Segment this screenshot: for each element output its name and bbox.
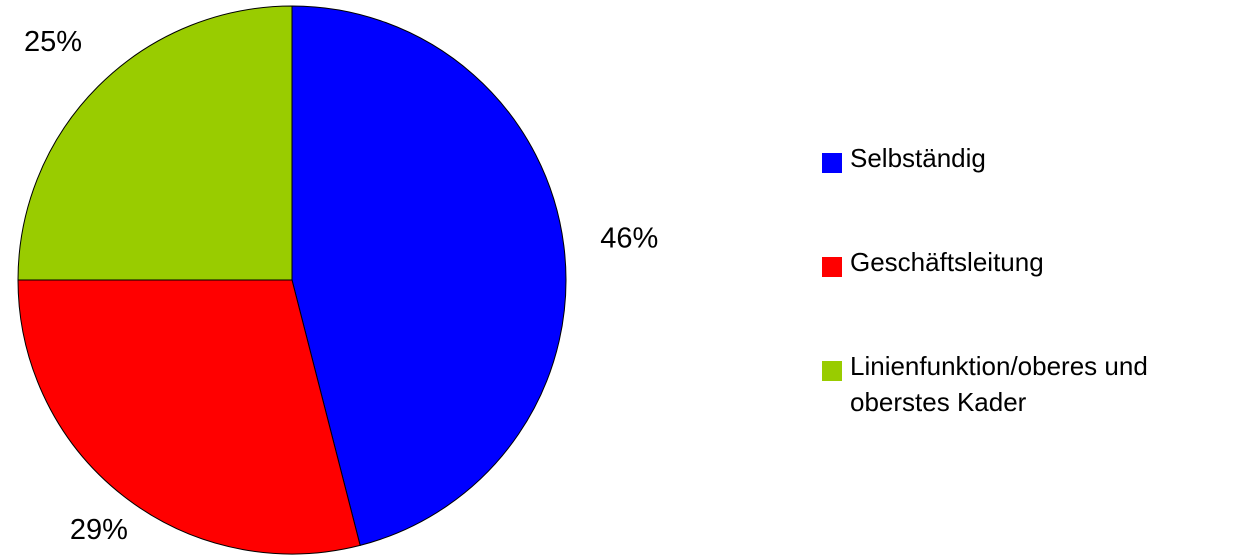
data-label-geschaeftsleitung: 29% bbox=[70, 514, 128, 546]
pie-slices bbox=[17, 5, 567, 555]
legend: Selbständig Geschäftsleitung Linienfunkt… bbox=[822, 140, 1232, 452]
legend-label-selbstaendig: Selbständig bbox=[850, 143, 986, 173]
legend-item-selbstaendig: Selbständig bbox=[822, 140, 1232, 244]
legend-item-geschaeftsleitung: Geschäftsleitung bbox=[822, 244, 1232, 348]
pie-slice-geschaeftsleitung bbox=[17, 279, 361, 555]
legend-swatch-linienfunktion bbox=[822, 361, 842, 381]
data-label-selbstaendig: 46% bbox=[600, 222, 658, 254]
legend-swatch-geschaeftsleitung bbox=[822, 257, 842, 277]
pie-slice-linienfunktion bbox=[17, 5, 293, 281]
pie-data-labels: 46% 29% 25% bbox=[24, 26, 658, 546]
legend-item-linienfunktion: Linienfunktion/oberes und oberstes Kader bbox=[822, 348, 1232, 452]
legend-swatch-selbstaendig bbox=[822, 153, 842, 173]
legend-label-geschaeftsleitung: Geschäftsleitung bbox=[850, 247, 1044, 277]
pie-slice-selbstaendig bbox=[291, 5, 567, 546]
legend-label-linienfunktion: Linienfunktion/oberes und oberstes Kader bbox=[850, 351, 1148, 417]
data-label-linienfunktion: 25% bbox=[24, 26, 82, 58]
